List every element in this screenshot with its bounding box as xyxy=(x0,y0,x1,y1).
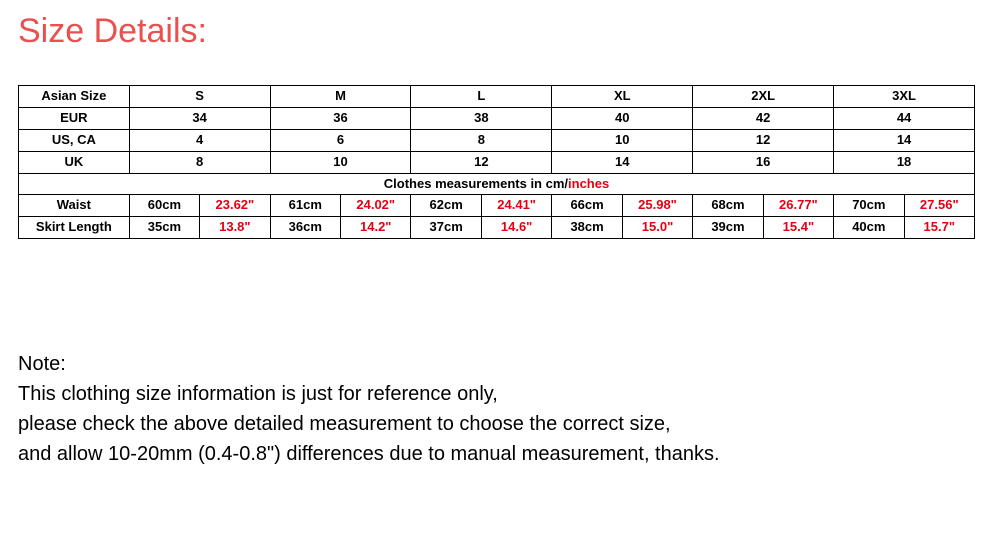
region-row: Asian SizeSMLXL2XL3XL xyxy=(19,86,975,108)
size-cell: 4 xyxy=(129,129,270,151)
size-cell: 2XL xyxy=(693,86,834,108)
inch-cell: 14.6" xyxy=(481,217,551,239)
note-line: This clothing size information is just f… xyxy=(18,379,975,409)
note-block: Note: This clothing size information is … xyxy=(18,349,975,469)
inch-cell: 24.02" xyxy=(341,195,411,217)
size-cell: 6 xyxy=(270,129,411,151)
row-label: Waist xyxy=(19,195,130,217)
region-row: UK81012141618 xyxy=(19,151,975,173)
measure-row: Waist60cm23.62"61cm24.02"62cm24.41"66cm2… xyxy=(19,195,975,217)
size-cell: 42 xyxy=(693,107,834,129)
size-cell: 10 xyxy=(270,151,411,173)
size-cell: 38 xyxy=(411,107,552,129)
cm-cell: 40cm xyxy=(834,217,904,239)
size-cell: 8 xyxy=(411,129,552,151)
cm-cell: 70cm xyxy=(834,195,904,217)
inch-cell: 23.62" xyxy=(200,195,270,217)
cm-cell: 39cm xyxy=(693,217,763,239)
measure-header-row: Clothes measurements in cm/inches xyxy=(19,173,975,195)
size-cell: 12 xyxy=(693,129,834,151)
cm-cell: 37cm xyxy=(411,217,481,239)
size-cell: 40 xyxy=(552,107,693,129)
inch-cell: 15.0" xyxy=(622,217,692,239)
size-cell: 36 xyxy=(270,107,411,129)
inch-cell: 25.98" xyxy=(622,195,692,217)
cm-cell: 61cm xyxy=(270,195,340,217)
size-cell: S xyxy=(129,86,270,108)
size-cell: 12 xyxy=(411,151,552,173)
row-label: UK xyxy=(19,151,130,173)
note-heading: Note: xyxy=(18,349,975,379)
inch-cell: 27.56" xyxy=(904,195,974,217)
row-label: Asian Size xyxy=(19,86,130,108)
inch-cell: 13.8" xyxy=(200,217,270,239)
size-cell: 18 xyxy=(834,151,975,173)
note-line: and allow 10-20mm (0.4-0.8") differences… xyxy=(18,439,975,469)
cm-cell: 35cm xyxy=(129,217,199,239)
size-cell: 44 xyxy=(834,107,975,129)
size-table: Asian SizeSMLXL2XL3XLEUR343638404244US, … xyxy=(18,85,975,239)
cm-cell: 36cm xyxy=(270,217,340,239)
size-cell: 14 xyxy=(834,129,975,151)
inch-cell: 26.77" xyxy=(763,195,833,217)
size-cell: 34 xyxy=(129,107,270,129)
inch-cell: 15.4" xyxy=(763,217,833,239)
inch-cell: 24.41" xyxy=(481,195,551,217)
cm-cell: 66cm xyxy=(552,195,622,217)
region-row: US, CA468101214 xyxy=(19,129,975,151)
page-title: Size Details: xyxy=(18,12,975,51)
region-row: EUR343638404244 xyxy=(19,107,975,129)
note-line: please check the above detailed measurem… xyxy=(18,409,975,439)
cm-cell: 60cm xyxy=(129,195,199,217)
inch-cell: 15.7" xyxy=(904,217,974,239)
measure-row: Skirt Length35cm13.8"36cm14.2"37cm14.6"3… xyxy=(19,217,975,239)
size-cell: M xyxy=(270,86,411,108)
inch-cell: 14.2" xyxy=(341,217,411,239)
row-label: US, CA xyxy=(19,129,130,151)
cm-cell: 68cm xyxy=(693,195,763,217)
measure-header: Clothes measurements in cm/inches xyxy=(19,173,975,195)
size-cell: L xyxy=(411,86,552,108)
row-label: EUR xyxy=(19,107,130,129)
size-cell: 3XL xyxy=(834,86,975,108)
size-cell: 10 xyxy=(552,129,693,151)
size-cell: 16 xyxy=(693,151,834,173)
row-label: Skirt Length xyxy=(19,217,130,239)
cm-cell: 62cm xyxy=(411,195,481,217)
size-cell: XL xyxy=(552,86,693,108)
size-cell: 8 xyxy=(129,151,270,173)
size-cell: 14 xyxy=(552,151,693,173)
cm-cell: 38cm xyxy=(552,217,622,239)
